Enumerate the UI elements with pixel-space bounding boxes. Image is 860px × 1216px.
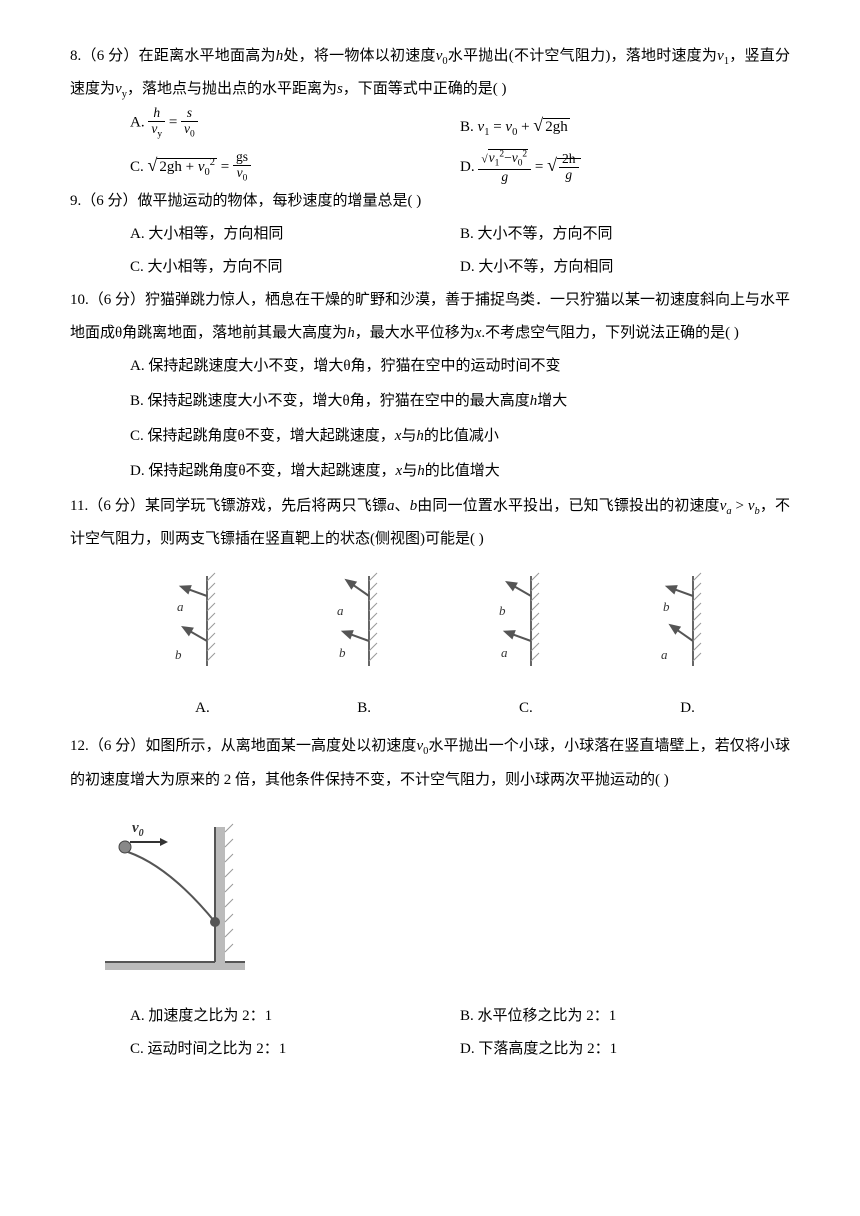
question-9: 9.（6 分）做平抛运动的物体，每秒速度的增量总是( ) (70, 185, 790, 218)
q11-diagrams: a b A. a b B. b a C. (130, 571, 760, 725)
svg-text:b: b (339, 645, 346, 660)
q8-option-b[interactable]: B. v1 = v0 + √2gh (460, 106, 790, 146)
q10-option-b[interactable]: B. 保持起跳速度大小不变，增大θ角，狞猫在空中的最大高度h增大 (130, 385, 790, 418)
q10-option-a[interactable]: A. 保持起跳速度大小不变，增大θ角，狞猫在空中的运动时间不变 (130, 350, 790, 383)
q8-stem-3: 水平抛出(不计空气阻力)，落地时速度为 (448, 48, 718, 64)
q11-diagram-d[interactable]: b a D. (615, 571, 760, 725)
q9-option-a[interactable]: A. 大小相等，方向相同 (130, 218, 460, 251)
q12-option-c[interactable]: C. 运动时间之比为 2：1 (130, 1033, 460, 1066)
dart-diagram-d-icon: b a (643, 571, 733, 671)
q8-stem-1: 8.（6 分）在距离水平地面高为 (70, 48, 276, 64)
q12-option-b[interactable]: B. 水平位移之比为 2：1 (460, 1000, 790, 1033)
q8-var-vy: vy (115, 81, 127, 97)
q11-label-a: A. (130, 692, 275, 725)
q8-option-c[interactable]: C. √2gh + v02 = gsv0 (130, 146, 460, 186)
q8-var-v1: v1 (717, 48, 729, 64)
q10-options: A. 保持起跳速度大小不变，增大θ角，狞猫在空中的运动时间不变 B. 保持起跳速… (130, 350, 790, 488)
q8-stem-6: ，下面等式中正确的是( ) (343, 81, 507, 97)
q8-options-row2: C. √2gh + v02 = gsv0 D. √v12−v02g = √2hg (130, 146, 790, 186)
question-8: 8.（6 分）在距离水平地面高为h处，将一物体以初速度v0水平抛出(不计空气阻力… (70, 40, 790, 106)
q9-option-c[interactable]: C. 大小相等，方向不同 (130, 251, 460, 284)
q11-diagram-c[interactable]: b a C. (453, 571, 598, 725)
q8-var-v0: v0 (436, 48, 448, 64)
q10-option-c[interactable]: C. 保持起跳角度θ不变，增大起跳速度，x与h的比值减小 (130, 420, 790, 453)
q12-option-d[interactable]: D. 下落高度之比为 2：1 (460, 1033, 790, 1066)
q11-label-c: C. (453, 692, 598, 725)
svg-text:a: a (501, 645, 508, 660)
q8-option-a[interactable]: A. hvy = sv0 (130, 106, 460, 146)
svg-text:a: a (177, 599, 184, 614)
svg-text:b: b (499, 603, 506, 618)
q8-option-d[interactable]: D. √v12−v02g = √2hg (460, 146, 790, 186)
q8-stem-2: 处，将一物体以初速度 (283, 48, 436, 64)
svg-text:b: b (175, 647, 182, 662)
svg-text:a: a (661, 647, 668, 662)
question-10: 10.（6 分）狞猫弹跳力惊人，栖息在干燥的旷野和沙漠，善于捕捉鸟类．一只狞猫以… (70, 284, 790, 350)
projectile-wall-icon: v0 (100, 812, 260, 982)
svg-text:v0: v0 (132, 820, 144, 839)
q11-label-b: B. (292, 692, 437, 725)
svg-text:a: a (337, 603, 344, 618)
q9-option-b[interactable]: B. 大小不等，方向不同 (460, 218, 790, 251)
q11-diagram-a[interactable]: a b A. (130, 571, 275, 725)
question-11: 11.（6 分）某同学玩飞镖游戏，先后将两只飞镖a、b由同一位置水平投出，已知飞… (70, 490, 790, 556)
q12-options-row1: A. 加速度之比为 2：1 B. 水平位移之比为 2：1 (130, 1000, 790, 1033)
svg-text:b: b (663, 599, 670, 614)
q9-options-row2: C. 大小相等，方向不同 D. 大小不等，方向相同 (130, 251, 790, 284)
q8-stem-5: ，落地点与抛出点的水平距离为 (127, 81, 337, 97)
q9-options-row1: A. 大小相等，方向相同 B. 大小不等，方向不同 (130, 218, 790, 251)
q8-options-row1: A. hvy = sv0 B. v1 = v0 + √2gh (130, 106, 790, 146)
question-12: 12.（6 分）如图所示，从离地面某一高度处以初速度v0水平抛出一个小球，小球落… (70, 730, 790, 796)
q9-option-d[interactable]: D. 大小不等，方向相同 (460, 251, 790, 284)
dart-diagram-c-icon: b a (481, 571, 571, 671)
dart-diagram-b-icon: a b (319, 571, 409, 671)
q11-label-d: D. (615, 692, 760, 725)
q12-options-row2: C. 运动时间之比为 2：1 D. 下落高度之比为 2：1 (130, 1033, 790, 1066)
q10-option-d[interactable]: D. 保持起跳角度θ不变，增大起跳速度，x与h的比值增大 (130, 455, 790, 488)
q12-option-a[interactable]: A. 加速度之比为 2：1 (130, 1000, 460, 1033)
dart-diagram-a-icon: a b (157, 571, 247, 671)
q11-diagram-b[interactable]: a b B. (292, 571, 437, 725)
q12-figure: v0 (100, 812, 790, 995)
